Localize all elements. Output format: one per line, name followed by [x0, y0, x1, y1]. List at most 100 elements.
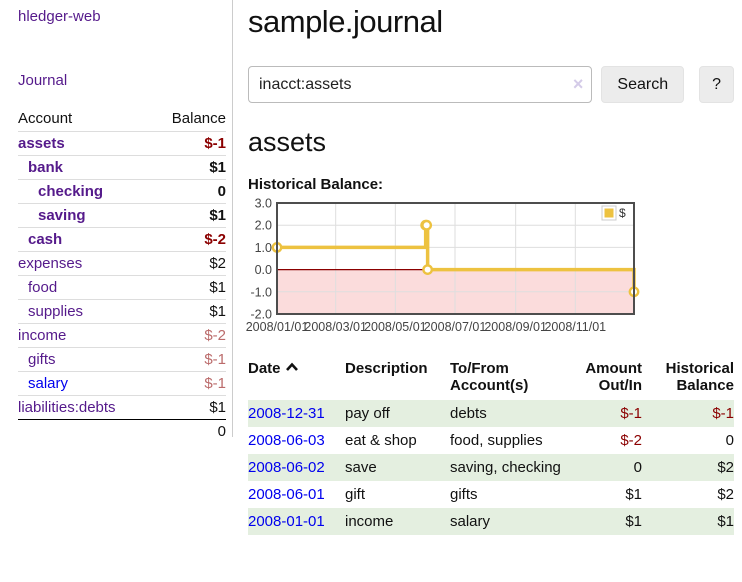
- account-row: assets $-1: [18, 131, 226, 156]
- account-balance: $-1: [151, 371, 226, 396]
- accounts-total-value: 0: [151, 419, 226, 443]
- account-balance: 0: [151, 179, 226, 204]
- app-title-link[interactable]: hledger-web: [18, 8, 101, 25]
- x-axis-tick-label: 2008/05/01: [364, 320, 427, 334]
- account-link[interactable]: checking: [38, 183, 104, 200]
- data-point-marker: [421, 219, 433, 231]
- x-axis-tick-label: 2008/11/01: [544, 320, 606, 334]
- y-axis-tick-label: -1.0: [250, 285, 272, 299]
- account-balance: $1: [151, 155, 226, 180]
- register-amount-cell: $-1: [620, 405, 642, 422]
- account-balance: $-1: [151, 347, 226, 372]
- register-row: 2008-06-02 save saving, checking 0 $2: [248, 454, 734, 481]
- main-content: sample.journal × Search ? assets Histori…: [246, 0, 742, 535]
- accounts-total-spacer: [18, 419, 152, 443]
- register-date-cell: 2008-06-03: [248, 427, 345, 454]
- legend-label: $: [619, 206, 626, 220]
- register-header-account: To/From Account(s): [450, 360, 529, 394]
- account-link[interactable]: cash: [28, 231, 63, 248]
- x-axis-tick-label: 2008/09/01: [484, 320, 547, 334]
- account-row: liabilities:debts $1: [18, 395, 226, 420]
- account-link[interactable]: saving: [38, 207, 86, 224]
- y-axis-tick-label: -2.0: [250, 308, 272, 322]
- register-header-balance: Historical Balance: [665, 360, 734, 394]
- register-header-amount: Amount Out/In: [585, 360, 642, 394]
- register-row: 2008-01-01 income salary $1 $1: [248, 508, 734, 535]
- register-balance-cell: $2: [717, 486, 734, 503]
- register-balance-cell: $1: [717, 513, 734, 530]
- register-balance-cell: 0: [725, 432, 734, 449]
- account-balance: $2: [151, 251, 226, 276]
- search-form: × Search ?: [248, 66, 734, 103]
- register-balance-cell: $2: [717, 459, 734, 476]
- register-description-cell: eat & shop: [345, 432, 417, 449]
- register-description-cell: income: [345, 513, 394, 530]
- account-balance: $1: [151, 395, 226, 420]
- x-axis-tick-label: 2008/03/01: [304, 320, 367, 334]
- help-button[interactable]: ?: [699, 66, 734, 103]
- account-row: checking 0: [18, 179, 226, 204]
- transaction-date-link[interactable]: 2008-06-02: [248, 459, 325, 476]
- sort-ascending-icon: [285, 362, 298, 371]
- journal-link[interactable]: Journal: [18, 72, 68, 89]
- historical-balance-chart: $3.0 2.0 1.0 0.0 -1.0 -2.02008/01/012008/03/0…: [246, 197, 640, 334]
- transaction-date-link[interactable]: 2008-06-03: [248, 432, 325, 449]
- data-point-marker: [422, 264, 434, 276]
- register-date-cell: 2008-06-01: [248, 481, 345, 508]
- register-description-cell: gift: [345, 486, 366, 503]
- register-date-cell: 2008-12-31: [248, 400, 345, 427]
- account-balance: $-2: [151, 227, 226, 252]
- register-amount-cell: $1: [625, 513, 642, 530]
- register-amount-cell: $-2: [620, 432, 642, 449]
- transaction-date-link[interactable]: 2008-01-01: [248, 513, 325, 530]
- sidebar: hledger-web Journal Account Balance asse…: [0, 0, 233, 443]
- register-account-cell: gifts: [450, 486, 478, 503]
- register-description-cell: pay off: [345, 405, 390, 422]
- transaction-date-link[interactable]: 2008-12-31: [248, 405, 325, 422]
- register-header-date[interactable]: Date: [248, 358, 345, 400]
- legend-swatch: [604, 208, 614, 218]
- account-link[interactable]: bank: [28, 159, 64, 176]
- account-link[interactable]: supplies: [28, 303, 84, 320]
- plot-border: [276, 202, 635, 315]
- account-balance: $1: [151, 275, 226, 300]
- account-link[interactable]: expenses: [18, 255, 83, 272]
- account-balance: $1: [151, 203, 226, 228]
- register-description-cell: save: [345, 459, 377, 476]
- search-button[interactable]: Search: [601, 66, 685, 103]
- account-link[interactable]: liabilities:debts: [18, 399, 116, 416]
- register-amount-cell: 0: [633, 459, 642, 476]
- account-row: supplies $1: [18, 299, 226, 324]
- y-axis-tick-label: 0.0: [255, 263, 272, 277]
- account-balance: $-1: [151, 131, 226, 156]
- account-link[interactable]: salary: [28, 375, 69, 392]
- x-axis-tick-label: 2008/01/01: [246, 320, 309, 334]
- register-account-cell: food, supplies: [450, 432, 543, 449]
- account-row: bank $1: [18, 155, 226, 180]
- register-account-cell: debts: [450, 405, 487, 422]
- y-axis-tick-label: 3.0: [255, 197, 272, 211]
- chart-title: Historical Balance:: [248, 176, 384, 193]
- account-link[interactable]: assets: [18, 135, 65, 152]
- y-axis-tick-label: 2.0: [255, 219, 272, 233]
- register-account-cell: saving, checking: [450, 459, 561, 476]
- register-row: 2008-12-31 pay off debts $-1 $-1: [248, 400, 734, 427]
- account-balance: $1: [151, 299, 226, 324]
- account-row: gifts $-1: [18, 347, 226, 372]
- transaction-date-link[interactable]: 2008-06-01: [248, 486, 325, 503]
- account-row: expenses $2: [18, 251, 226, 276]
- clear-search-icon[interactable]: ×: [572, 74, 584, 94]
- account-balance: $-2: [151, 323, 226, 348]
- accounts-total-row: 0: [18, 419, 226, 443]
- search-input[interactable]: [248, 66, 593, 103]
- account-link[interactable]: gifts: [28, 351, 56, 368]
- account-row: food $1: [18, 275, 226, 300]
- register-table-body: 2008-12-31 pay off debts $-1 $-1 2008-06-03 ea…: [248, 400, 734, 535]
- account-row: cash $-2: [18, 227, 226, 252]
- page-title: sample.journal: [248, 4, 443, 39]
- account-heading: assets: [248, 127, 327, 157]
- y-axis-tick-label: 1.0: [255, 241, 272, 255]
- account-link[interactable]: income: [18, 327, 67, 344]
- accounts-table-body: assets $-1 bank $1 checking 0 saving $1 cash $-2 e…: [18, 131, 226, 443]
- account-link[interactable]: food: [28, 279, 58, 296]
